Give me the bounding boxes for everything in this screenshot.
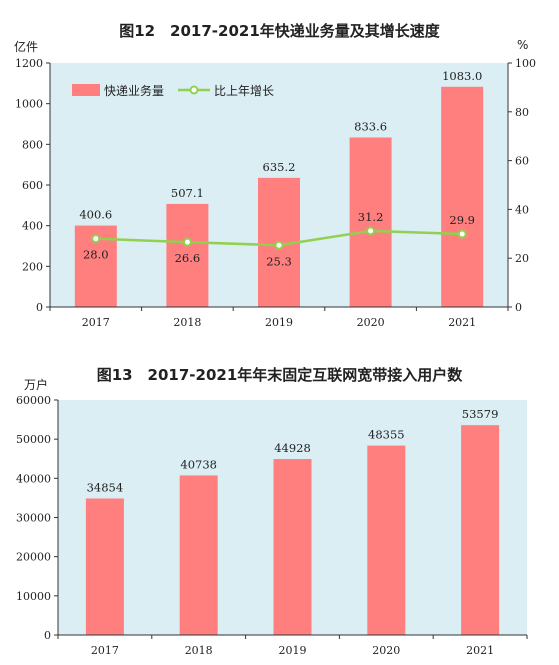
y2-tick-label: 40 [515,203,529,216]
x-tick-label: 2020 [357,316,385,329]
chart1-left-unit: 亿件 [14,40,39,54]
bar [273,459,312,635]
bar-value-label: 1083.0 [442,69,482,83]
x-tick-label: 2017 [82,316,110,329]
y-tick-label: 0 [44,629,51,642]
bar [166,203,209,307]
bar-value-label: 40738 [180,457,217,471]
bar [441,86,484,307]
chart1-svg: 400.6 507.1 635.2 833.6 1083.0 28.0 26.6 25.3 31… [15,57,536,329]
y-tick-label: 20000 [16,551,51,564]
y-tick-label: 30000 [16,512,51,525]
growth-point [366,226,376,236]
chart2-title: 图13 2017-2021年年末固定互联网宽带接入用户数 [96,366,463,384]
x-tick-label: 2019 [265,316,293,329]
x-tick-label: 2018 [185,644,213,657]
y-tick-label: 40000 [16,472,51,485]
bar-value-label: 48355 [368,428,405,442]
y-tick-label: 1000 [15,98,43,111]
chart1-title: 图12 2017-2021年快递业务量及其增长速度 [119,22,440,40]
growth-value-label: 31.2 [358,210,384,224]
legend-bar-label: 快递业务量 [104,83,164,98]
bar-value-label: 400.6 [79,208,112,222]
y-tick-label: 600 [22,179,43,192]
y-tick-label: 1200 [15,57,43,70]
growth-point [457,229,467,239]
y-tick-label: 60000 [16,394,51,407]
x-tick-label: 2020 [372,644,400,657]
y2-tick-label: 20 [515,252,529,265]
y2-tick-label: 80 [515,106,529,119]
y-tick-label: 400 [22,220,43,233]
bar-value-label: 635.2 [263,160,296,174]
bar [179,475,218,635]
legend-line-label: 比上年增长 [214,84,274,98]
growth-point [182,237,192,247]
x-tick-label: 2021 [466,644,494,657]
y2-tick-label: 0 [515,301,522,314]
bar-value-label: 34854 [87,480,124,494]
growth-value-label: 25.3 [266,254,292,268]
legend-line-marker [189,85,199,95]
x-tick-label: 2017 [91,644,119,657]
growth-value-label: 29.9 [449,213,475,227]
growth-value-label: 26.6 [175,251,201,265]
y-tick-label: 200 [22,260,43,273]
y-tick-label: 0 [36,301,43,314]
y-tick-label: 50000 [16,433,51,446]
bar [85,498,124,635]
x-tick-label: 2021 [448,316,476,329]
growth-value-label: 28.0 [83,248,109,262]
bar-value-label: 53579 [462,407,499,421]
bar [461,425,500,635]
bar-value-label: 507.1 [171,186,204,200]
chart1-right-unit: % [517,38,529,52]
chart2-svg: 34854 40738 44928 48355 53579 0 10000 20000 3000… [16,394,528,657]
y-tick-label: 800 [22,138,43,151]
x-tick-label: 2018 [173,316,201,329]
bar [349,137,392,307]
chart2-left-unit: 万户 [24,378,49,392]
y2-tick-label: 100 [515,57,536,70]
bar-value-label: 833.6 [354,120,387,134]
growth-point [91,234,101,244]
y-tick-label: 10000 [16,590,51,603]
bar-value-label: 44928 [274,441,311,455]
y2-tick-label: 60 [515,155,529,168]
legend-bar-swatch [72,84,100,96]
growth-point [274,240,284,250]
x-tick-label: 2019 [279,644,307,657]
bar [367,445,406,635]
